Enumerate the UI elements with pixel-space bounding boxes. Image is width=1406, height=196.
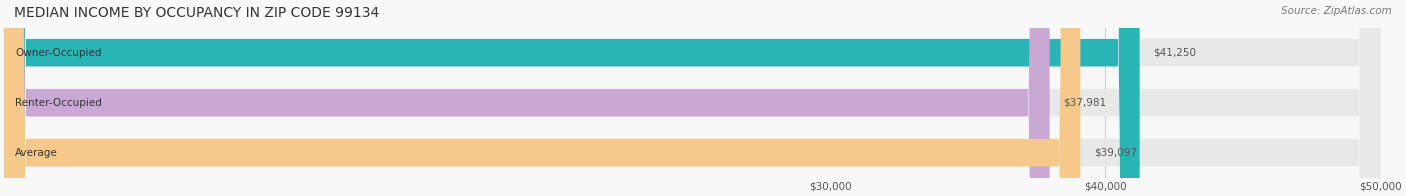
FancyBboxPatch shape [4, 0, 1381, 196]
Text: Source: ZipAtlas.com: Source: ZipAtlas.com [1281, 6, 1392, 16]
Text: Renter-Occupied: Renter-Occupied [15, 98, 103, 108]
Text: $41,250: $41,250 [1153, 48, 1197, 58]
Text: $39,097: $39,097 [1094, 148, 1137, 158]
FancyBboxPatch shape [4, 0, 1381, 196]
FancyBboxPatch shape [4, 0, 1080, 196]
FancyBboxPatch shape [4, 0, 1050, 196]
Text: Average: Average [15, 148, 58, 158]
Text: $37,981: $37,981 [1063, 98, 1107, 108]
Text: Owner-Occupied: Owner-Occupied [15, 48, 101, 58]
FancyBboxPatch shape [4, 0, 1381, 196]
Text: MEDIAN INCOME BY OCCUPANCY IN ZIP CODE 99134: MEDIAN INCOME BY OCCUPANCY IN ZIP CODE 9… [14, 6, 380, 20]
FancyBboxPatch shape [4, 0, 1140, 196]
